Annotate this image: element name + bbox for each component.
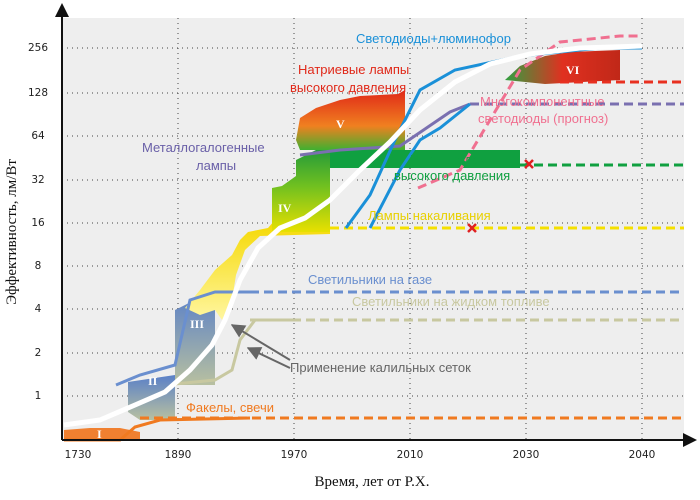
end-markers (467, 159, 534, 233)
series-led-second (368, 102, 471, 229)
label-metal-halide-2: лампы (196, 158, 236, 173)
roman-I: I (97, 427, 102, 441)
region-sodium-V (296, 90, 405, 150)
roman-III: III (190, 317, 204, 331)
label-oil: Светильники на жидком топливе (352, 294, 550, 309)
roman-V: V (336, 117, 345, 131)
region-led-VI (505, 50, 620, 84)
x-tick: 2030 (513, 449, 540, 461)
label-led-phosphor: Светодиоды+люминофор (356, 31, 511, 46)
y-tick: 16 (31, 217, 45, 229)
series-mantle-curve (63, 43, 643, 428)
label-gas: Светильники на газе (308, 272, 432, 287)
y-tick: 8 (35, 260, 42, 272)
roman-II: II (148, 374, 158, 388)
label-mantles: Применение калильных сеток (290, 360, 471, 375)
y-tick: 256 (28, 42, 48, 54)
mantle-arrow-2 (246, 347, 291, 369)
y-tick: 1 (35, 390, 42, 402)
series-metal-halide (299, 102, 471, 157)
y-axis-title: Эффективность, лм/Вт (4, 159, 20, 305)
series-gas (115, 290, 250, 387)
mantle-arrow-1 (230, 324, 291, 361)
y-tick: 64 (31, 130, 45, 142)
series-oil (174, 318, 300, 386)
roman-IV: IV (278, 201, 292, 215)
region-incandescent (185, 220, 330, 320)
label-mercury-1: Ртутные лампы (410, 152, 505, 167)
label-sodium-2: высокого давления (290, 80, 406, 95)
roman-VI: VI (566, 63, 580, 77)
label-candles: Факелы, свечи (186, 400, 274, 415)
x-tick: 2040 (629, 449, 656, 461)
label-mercury-2: высокого давления (394, 168, 510, 183)
y-tick: 32 (31, 174, 44, 186)
region-candles-I (64, 428, 140, 440)
x-axis-title: Время, лет от Р.Х. (315, 474, 430, 490)
label-sodium-1: Натриевые лампы (298, 62, 409, 77)
label-metal-halide-1: Металлогалогенные (142, 140, 265, 155)
y-tick: 4 (35, 303, 42, 315)
x-tick-labels: 1730 1890 1970 2010 2030 2040 (65, 449, 656, 461)
y-tick: 2 (35, 347, 42, 359)
x-tick: 1730 (65, 449, 92, 461)
label-multi-led-1: Многокомпонентные (480, 94, 605, 109)
x-tick: 2010 (397, 449, 424, 461)
label-incandescent: Лампы накаливания (368, 208, 491, 223)
x-tick: 1970 (281, 449, 308, 461)
x-tick: 1890 (165, 449, 192, 461)
y-tick: 128 (28, 87, 48, 99)
y-tick-labels: 1 2 4 8 16 32 64 128 256 (28, 42, 48, 402)
label-multi-led-2: светодиоды (прогноз) (478, 111, 608, 126)
